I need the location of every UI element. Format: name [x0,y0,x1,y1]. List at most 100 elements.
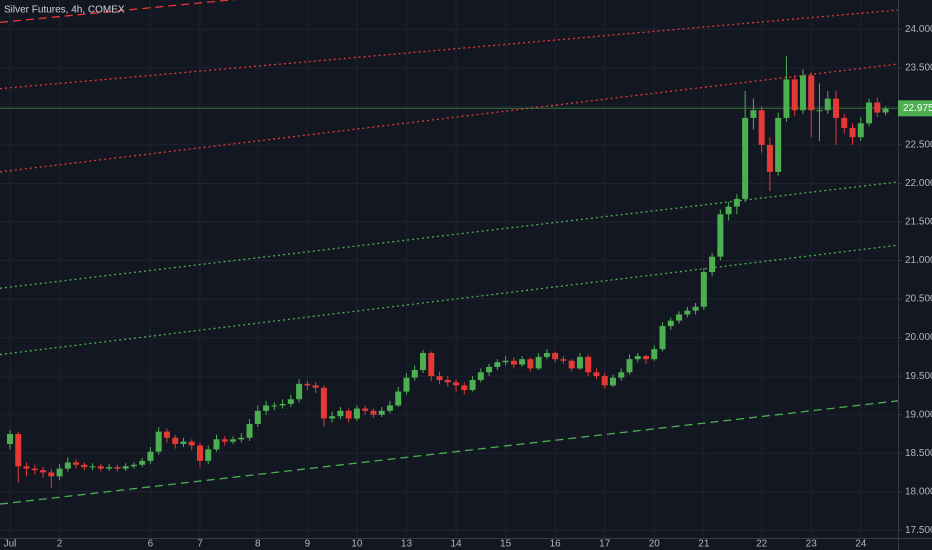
candle-body [667,320,674,327]
y-tick-label: 18.500 [905,448,932,459]
candle-body [31,468,38,471]
last-price-label: 22.975 [903,103,932,114]
candle-body [428,353,435,377]
candle-body [576,356,583,369]
candle-body [692,306,699,311]
y-tick-label: 21.500 [905,217,932,228]
candle-body [733,198,740,207]
candle-body [370,410,377,415]
candle-body [609,377,616,386]
candle-body [791,79,798,111]
candle-body [73,462,80,465]
candle-body [626,359,633,373]
candle-body [783,79,790,118]
x-tick-label: 2 [57,539,63,550]
candle-body [841,117,848,128]
candle-body [97,466,104,469]
x-tick-label: 17 [599,539,611,550]
y-tick-label: 22.500 [905,140,932,151]
candle-body [122,466,129,469]
candle-body [411,369,418,378]
candle-body [709,256,716,273]
candle-body [833,98,839,118]
candle-body [874,102,881,113]
candle-body [568,360,575,369]
candle-body [519,359,526,365]
candle-body [56,468,63,477]
candle-body [461,385,468,391]
y-tick-label: 19.000 [905,409,932,420]
candle-body [230,439,237,442]
trend-line [0,400,898,505]
candle-body [89,466,96,468]
candle-body [799,75,806,111]
candle-body [866,102,873,124]
candle-body [659,326,666,350]
x-tick-label: Jul [4,539,17,550]
candle-body [345,410,352,419]
candle-body [395,391,402,406]
candle-body [155,431,162,452]
axes: 17.500 18.000 18.500 19.000 19.500 20.000 20.5… [4,24,932,550]
candle-body [775,117,782,172]
candle-body [593,372,600,377]
candle-body [304,383,311,386]
candle-body [436,376,443,380]
candle-body [106,467,113,469]
candle-body [750,110,757,118]
candle-body [469,379,476,391]
candle-body [766,144,773,172]
candle-body [477,372,484,380]
candle-body [130,464,137,467]
candle-body [378,410,385,415]
candle-body [857,123,864,138]
candle-body [172,437,179,444]
candle-body [643,356,650,360]
x-tick-label: 22 [756,539,768,550]
candle-body [601,376,608,386]
y-tick-label: 22.000 [905,178,932,189]
candle-body [535,356,542,369]
y-tick-label: 20.000 [905,332,932,343]
candle-body [139,460,146,465]
candle-body [634,356,641,360]
candle-body [758,110,765,145]
y-tick-label: 20.500 [905,294,932,305]
candle-body [287,399,294,404]
candle-body [320,387,327,419]
plot-area [0,0,898,505]
candle-body [543,353,550,357]
candle-body [180,441,187,444]
candle-body [700,272,707,307]
candle-body [808,75,815,111]
candle-body [48,472,55,477]
candle-body [213,439,220,450]
candle-body [676,314,683,321]
chart-title: Silver Futures, 4h, COMEX [4,5,125,16]
candle-body [7,433,13,444]
candle-body [494,362,501,367]
candle-body [684,310,691,315]
x-tick-label: 9 [305,539,311,550]
candle-body [816,110,823,112]
candle-body [114,467,121,469]
candle-body [238,437,245,440]
candle-body [717,214,724,257]
candle-body [221,439,228,442]
y-tick-label: 17.500 [905,525,932,536]
candle-body [271,405,278,407]
candle-body [296,383,303,400]
candle-body [560,359,567,361]
candle-body [362,408,369,411]
x-tick-label: 13 [401,539,413,550]
last-price-tag [898,100,932,117]
x-tick-label: 14 [450,539,462,550]
candle-body [386,405,393,411]
candle-body [420,353,426,370]
candle-body [552,353,559,360]
candle-body [188,441,195,446]
candle-body [337,410,344,417]
candle-body [279,403,286,406]
